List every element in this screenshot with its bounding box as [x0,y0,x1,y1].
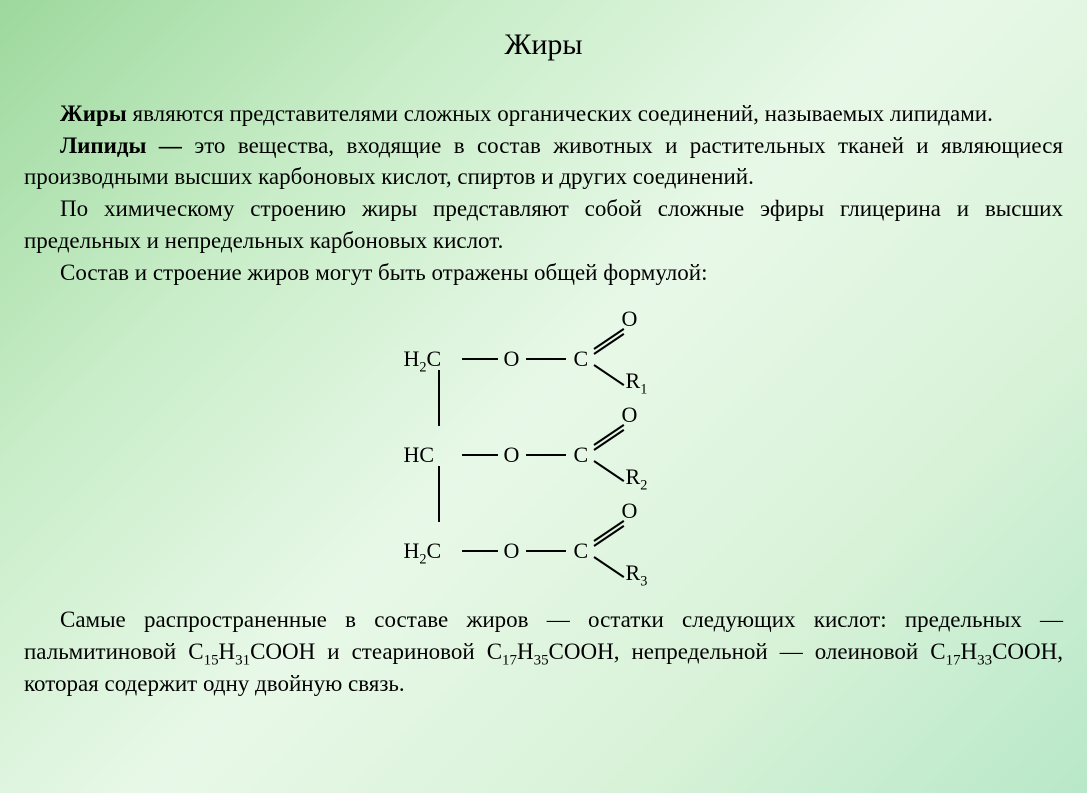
atom-o: O [504,442,520,468]
bond [462,358,498,360]
paragraph-4: Состав и строение жиров могут быть отраж… [24,257,1063,289]
paragraph-3: По химическому строению жиры представляю… [24,193,1063,256]
sub-33: 33 [977,653,992,669]
paragraph-1: Жиры являются представителями сложных ор… [24,98,1063,130]
p5-c: COOH и стеариновой C [250,639,502,664]
atom-left: H2C [404,346,442,372]
p2-bold: Липиды — [60,133,182,158]
atom-r: R3 [626,560,648,586]
p1-bold: Жиры [60,101,127,126]
atom-carbonyl-o: O [622,402,638,428]
sub-17a: 17 [502,653,517,669]
p5-f: H [961,639,978,664]
bond [593,365,624,387]
p5-d: H [517,639,534,664]
paragraph-2: Липиды — это вещества, входящие в состав… [24,130,1063,193]
atom-r: R1 [626,368,648,394]
atom-c: C [574,346,589,372]
p5-b: H [219,639,236,664]
double-bond [593,328,624,350]
bond [462,550,498,552]
atom-r: R2 [626,464,648,490]
bond [526,454,566,456]
bond [462,454,498,456]
atom-carbonyl-o: O [622,306,638,332]
body-text-2: Самые распространенные в составе жиров —… [24,604,1063,699]
atom-c: C [574,538,589,564]
atom-carbonyl-o: O [622,498,638,524]
double-bond [593,424,624,446]
atom-o: O [504,346,520,372]
page-title: Жиры [24,28,1063,62]
p5-e: COOH, непредельной — олеиновой C [549,639,946,664]
sub-31: 31 [235,653,250,669]
formula-branch-3: H2C O C O R3 [404,494,684,590]
body-text: Жиры являются представителями сложных ор… [24,98,1063,288]
formula-branch-1: H2C O C O R1 [404,302,684,398]
bond [526,550,566,552]
sub-15: 15 [204,653,219,669]
bond [593,557,624,579]
paragraph-5: Самые распространенные в составе жиров —… [24,604,1063,699]
bond [526,358,566,360]
atom-c: C [574,442,589,468]
atom-left: H2C [404,538,442,564]
atom-o: O [504,538,520,564]
atom-left: HC [404,442,435,468]
sub-17b: 17 [946,653,961,669]
chemical-formula: H2C O C O R1 HC O C O R2 H2C O C O R3 [404,302,684,590]
bond [593,461,624,483]
formula-branch-2: HC O C O R2 [404,398,684,494]
sub-35: 35 [534,653,549,669]
p1-rest: являются представителями сложных органич… [127,101,993,126]
double-bond [593,520,624,542]
